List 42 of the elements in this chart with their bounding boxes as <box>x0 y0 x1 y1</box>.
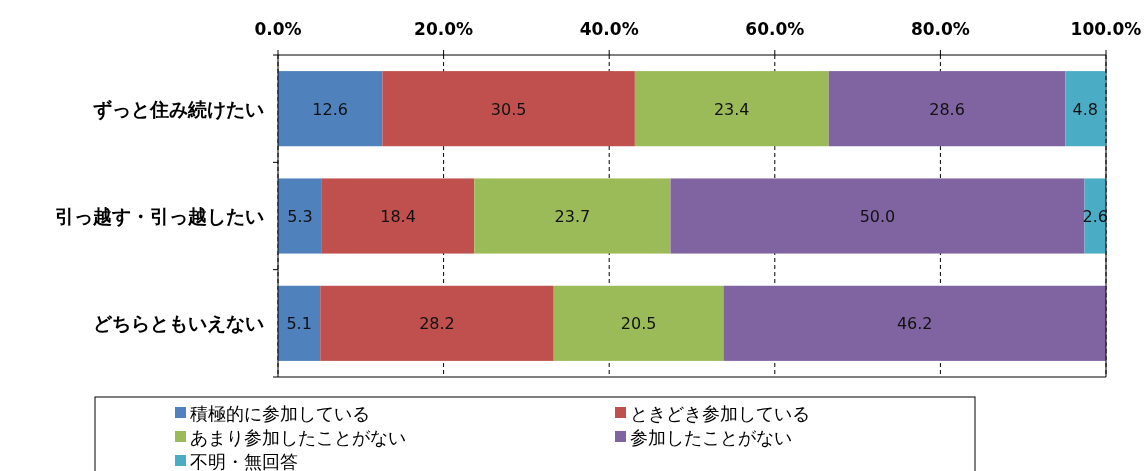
legend-label: 参加したことがない <box>630 427 792 448</box>
data-label: 5.1 <box>286 314 312 334</box>
legend-label: ときどき参加している <box>630 403 810 424</box>
data-label: 4.8 <box>1072 99 1099 119</box>
legend-label: 不明・無回答 <box>190 451 298 471</box>
bar <box>278 178 322 254</box>
data-label: 28.6 <box>929 99 965 119</box>
y-tick-label: どちらともいえない <box>93 312 264 335</box>
bar <box>278 285 321 361</box>
legend-label: 積極的に参加している <box>190 403 370 424</box>
bar <box>474 178 671 254</box>
bar <box>321 178 475 254</box>
x-tick-label: 0.0% <box>254 19 302 39</box>
data-label: 23.4 <box>713 99 750 119</box>
x-tick-label: 100.0% <box>1070 19 1142 39</box>
data-label: 28.2 <box>419 314 455 334</box>
x-tick-label: 60.0% <box>745 19 805 39</box>
bar <box>382 71 635 147</box>
y-tick-label: ずっと住み続けたい <box>93 97 264 121</box>
bar <box>553 285 724 361</box>
data-label: 18.4 <box>380 207 416 226</box>
bar <box>723 285 1106 361</box>
data-label: 20.5 <box>620 314 657 334</box>
data-label: 2.6 <box>1082 207 1108 226</box>
bar <box>278 71 383 147</box>
legend-label: あまり参加したことがない <box>190 427 406 448</box>
data-label: 30.5 <box>490 99 527 119</box>
bar <box>1084 178 1106 254</box>
bar <box>828 71 1066 147</box>
data-label: 12.6 <box>312 99 348 119</box>
data-label: 5.3 <box>287 207 313 226</box>
y-tick-label: 引っ越す・引っ越したい <box>55 205 264 227</box>
bar <box>634 71 829 147</box>
bar <box>670 178 1085 254</box>
data-label: 50.0 <box>859 207 896 226</box>
data-label: 46.2 <box>896 314 933 334</box>
x-tick-label: 40.0% <box>579 19 639 39</box>
data-label: 23.7 <box>554 207 591 226</box>
x-tick-label: 80.0% <box>910 19 970 39</box>
bar <box>1065 71 1106 147</box>
bar <box>320 285 554 361</box>
x-tick-label: 20.0% <box>414 19 474 39</box>
